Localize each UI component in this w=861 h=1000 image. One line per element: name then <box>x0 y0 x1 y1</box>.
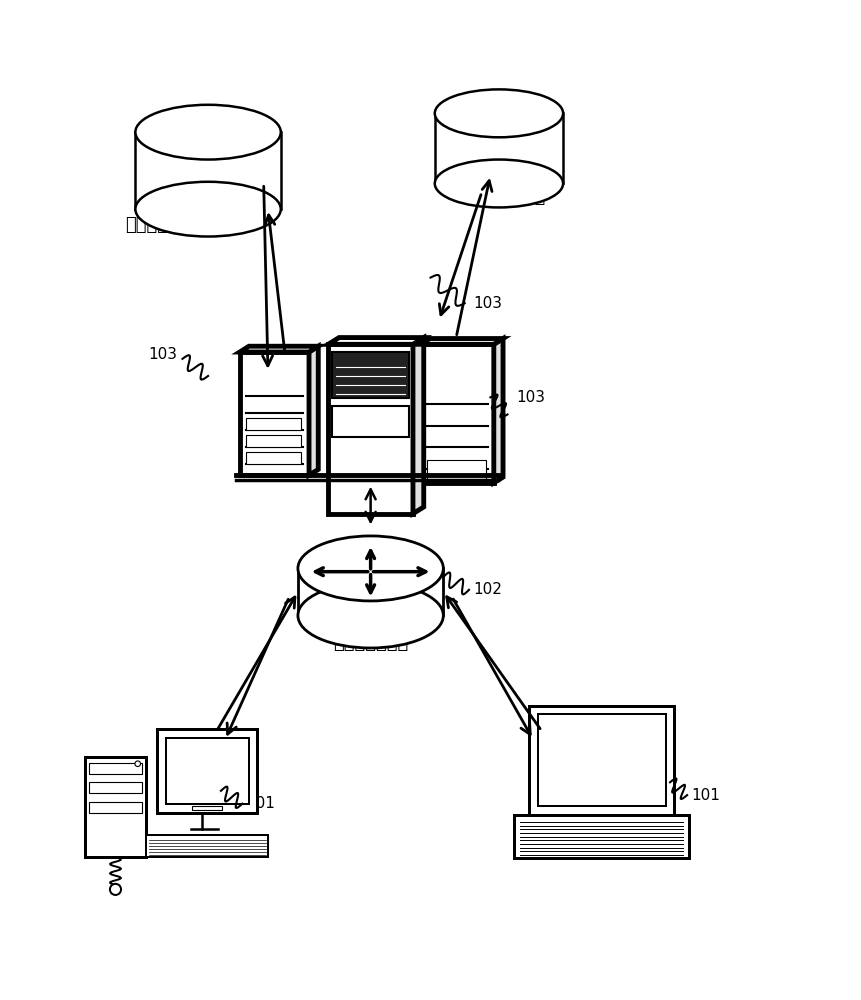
Bar <box>332 406 409 437</box>
Bar <box>90 802 141 813</box>
Text: 103: 103 <box>148 347 177 362</box>
Polygon shape <box>239 352 309 475</box>
Bar <box>332 352 409 398</box>
Polygon shape <box>309 346 319 475</box>
Text: 用户认证数据库: 用户认证数据库 <box>470 188 545 206</box>
Circle shape <box>135 761 140 767</box>
Polygon shape <box>298 568 443 615</box>
Bar <box>90 782 141 793</box>
Text: 101: 101 <box>246 796 276 811</box>
Polygon shape <box>421 339 503 344</box>
Polygon shape <box>413 338 424 514</box>
Text: 102: 102 <box>474 582 502 597</box>
Polygon shape <box>421 344 494 483</box>
Bar <box>246 452 301 464</box>
Bar <box>537 714 666 806</box>
Bar <box>246 418 301 430</box>
Polygon shape <box>435 113 563 183</box>
Ellipse shape <box>298 536 443 601</box>
Ellipse shape <box>435 89 563 137</box>
Bar <box>246 435 301 447</box>
Circle shape <box>110 884 121 895</box>
Bar <box>165 738 249 804</box>
Bar <box>514 815 689 858</box>
Text: 101: 101 <box>691 788 721 803</box>
Polygon shape <box>328 344 413 514</box>
Text: 用户使用信息数据库: 用户使用信息数据库 <box>126 216 222 234</box>
Bar <box>192 806 222 810</box>
Bar <box>529 706 674 815</box>
Polygon shape <box>135 132 281 209</box>
Text: 用户行为数据库: 用户行为数据库 <box>333 634 408 652</box>
Ellipse shape <box>135 182 281 237</box>
Text: 103: 103 <box>474 296 502 311</box>
Polygon shape <box>328 338 424 344</box>
Ellipse shape <box>135 105 281 160</box>
Polygon shape <box>239 346 319 352</box>
Bar <box>85 757 146 857</box>
Polygon shape <box>494 339 503 483</box>
Bar <box>146 835 269 857</box>
Bar <box>90 763 141 774</box>
Ellipse shape <box>435 160 563 207</box>
Ellipse shape <box>298 583 443 648</box>
Bar <box>427 460 486 479</box>
Text: 103: 103 <box>516 390 545 405</box>
Polygon shape <box>158 729 257 813</box>
